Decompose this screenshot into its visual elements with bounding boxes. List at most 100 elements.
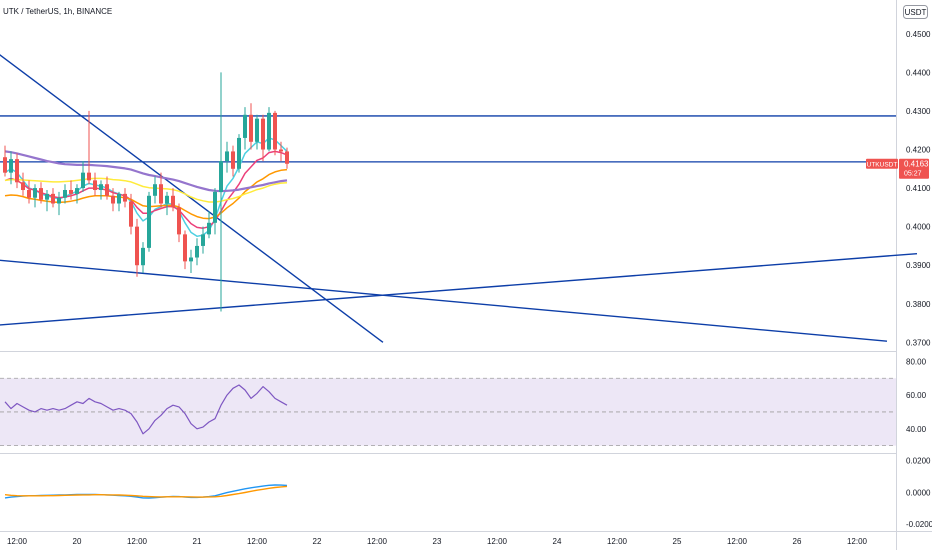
time-tick-label: 12:00 bbox=[367, 537, 388, 546]
time-tick-label: 12:00 bbox=[727, 537, 748, 546]
macd-series bbox=[4, 484, 288, 499]
candle-body bbox=[15, 159, 19, 183]
candle-body bbox=[237, 137, 241, 169]
ma-line-ma_long bbox=[4, 150, 288, 193]
candle bbox=[225, 141, 229, 173]
candle-body bbox=[111, 195, 115, 204]
candle bbox=[87, 110, 91, 185]
candle bbox=[213, 188, 217, 235]
candle-body bbox=[93, 180, 97, 191]
candle bbox=[111, 188, 115, 212]
candle-body bbox=[129, 201, 133, 227]
candle-body bbox=[153, 184, 157, 196]
candle-body bbox=[123, 193, 127, 202]
candle-body bbox=[219, 161, 223, 192]
candle-body bbox=[117, 193, 121, 204]
time-tick-label: 12:00 bbox=[7, 537, 28, 546]
candle bbox=[45, 190, 49, 212]
macd-tick-label: 0.0200 bbox=[906, 456, 931, 465]
candle-body bbox=[81, 172, 85, 189]
candle-body bbox=[39, 188, 43, 200]
candle-body bbox=[63, 190, 67, 198]
candle bbox=[75, 184, 79, 204]
currency-badge-label: USDT bbox=[905, 8, 927, 17]
candle-body bbox=[87, 172, 91, 181]
candle bbox=[273, 110, 277, 156]
trendline-1[interactable] bbox=[0, 259, 888, 342]
candle bbox=[183, 230, 187, 270]
candle bbox=[135, 218, 139, 277]
horizontal-levels[interactable] bbox=[0, 115, 896, 163]
time-tick-label: 25 bbox=[673, 537, 682, 546]
time-tick-label: 12:00 bbox=[847, 537, 868, 546]
candle-body bbox=[135, 226, 139, 266]
candle bbox=[171, 188, 175, 212]
rsi-axis: 80.00 60.00 40.00 bbox=[906, 357, 927, 433]
price-tick-label: 0.4300 bbox=[906, 107, 931, 116]
candle-body bbox=[165, 195, 169, 204]
candle-body bbox=[21, 182, 25, 191]
candle-body bbox=[27, 190, 31, 198]
macd-axis: 0.0200 0.0000 -0.0200 bbox=[906, 456, 932, 529]
price-tick-label: 0.4200 bbox=[906, 146, 931, 155]
candle bbox=[165, 191, 169, 216]
candle bbox=[279, 141, 283, 162]
signal_line bbox=[4, 485, 288, 498]
candle-body bbox=[57, 197, 61, 204]
price-axis[interactable]: 0.4500 0.4400 0.4300 0.4200 0.4100 0.4000 0.39… bbox=[906, 30, 931, 348]
trendline-0[interactable] bbox=[0, 54, 384, 343]
last-price-symbol: UTKUSDT bbox=[867, 161, 898, 168]
rsi-line bbox=[4, 384, 288, 435]
candle bbox=[177, 203, 181, 243]
candle bbox=[255, 114, 259, 150]
candle bbox=[3, 145, 7, 177]
price-tick-label: 0.4000 bbox=[906, 223, 931, 232]
candle-body bbox=[213, 191, 217, 223]
candle-body bbox=[147, 195, 151, 248]
time-axis[interactable]: 12:00 20 12:00 21 12:00 22 12:00 23 12:00 24 12:00… bbox=[7, 537, 868, 546]
candle-body bbox=[177, 207, 181, 235]
price-tick-label: 0.3700 bbox=[906, 338, 931, 347]
candle bbox=[105, 176, 109, 200]
rsi-tick-label: 40.00 bbox=[906, 425, 927, 434]
candle bbox=[15, 153, 19, 189]
time-tick-label: 12:00 bbox=[487, 537, 508, 546]
time-tick-label: 24 bbox=[553, 537, 562, 546]
candle bbox=[9, 151, 13, 185]
candle-body bbox=[207, 222, 211, 235]
price-tick-label: 0.4400 bbox=[906, 68, 931, 77]
time-tick-label: 22 bbox=[313, 537, 322, 546]
candle bbox=[93, 172, 97, 196]
candle bbox=[129, 193, 133, 235]
symbol-header: UTK / TetherUS, 1h, BINANCE bbox=[3, 7, 112, 16]
macd-tick-label: -0.0200 bbox=[906, 520, 932, 529]
candle bbox=[267, 107, 271, 152]
candle bbox=[231, 145, 235, 177]
candle-body bbox=[231, 151, 235, 169]
candle bbox=[219, 72, 223, 312]
candle bbox=[123, 188, 127, 208]
candle-body bbox=[267, 112, 271, 150]
candle bbox=[99, 180, 103, 200]
rsi-series bbox=[4, 384, 288, 435]
trendline-2[interactable] bbox=[0, 252, 918, 326]
candle bbox=[249, 103, 253, 150]
candle-body bbox=[201, 234, 205, 246]
candle-body bbox=[141, 247, 145, 266]
time-tick-label: 21 bbox=[193, 537, 202, 546]
currency-badge[interactable]: USDT bbox=[903, 5, 928, 19]
price-tick-label: 0.3900 bbox=[906, 261, 931, 270]
candle bbox=[189, 249, 193, 273]
trendlines[interactable] bbox=[0, 54, 918, 343]
candle-body bbox=[171, 195, 175, 208]
candle bbox=[39, 182, 43, 204]
time-tick-label: 12:00 bbox=[127, 537, 148, 546]
candle bbox=[195, 238, 199, 266]
time-tick-label: 12:00 bbox=[247, 537, 268, 546]
candle-body bbox=[99, 184, 103, 191]
candle bbox=[261, 114, 265, 162]
price-tick-label: 0.3800 bbox=[906, 300, 931, 309]
candle bbox=[51, 188, 55, 208]
rsi-tick-label: 80.00 bbox=[906, 357, 927, 366]
